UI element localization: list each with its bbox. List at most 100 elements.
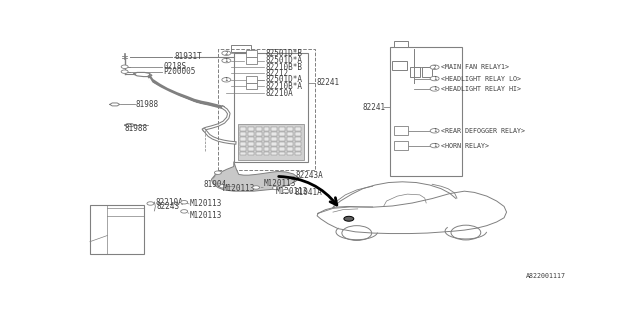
Bar bbox=[295, 152, 301, 156]
Bar bbox=[287, 142, 293, 146]
Bar bbox=[295, 132, 301, 136]
Text: <HEADLIGHT RELAY HI>: <HEADLIGHT RELAY HI> bbox=[440, 86, 520, 92]
Bar bbox=[240, 132, 246, 136]
Bar bbox=[422, 67, 431, 76]
Circle shape bbox=[430, 87, 439, 91]
Bar bbox=[271, 127, 277, 131]
Bar bbox=[295, 147, 301, 150]
Circle shape bbox=[253, 186, 260, 189]
Bar bbox=[264, 142, 269, 146]
Text: 82210A: 82210A bbox=[156, 197, 183, 206]
Bar bbox=[287, 132, 293, 136]
Text: M120113: M120113 bbox=[190, 199, 223, 209]
Bar bbox=[264, 132, 269, 136]
Bar bbox=[248, 132, 253, 136]
Text: M120113: M120113 bbox=[190, 211, 223, 220]
Bar bbox=[394, 126, 408, 135]
Text: 82241: 82241 bbox=[316, 78, 339, 87]
Bar bbox=[295, 142, 301, 146]
Circle shape bbox=[222, 51, 231, 55]
Bar bbox=[240, 152, 246, 156]
Text: 82210B*A: 82210B*A bbox=[265, 82, 302, 91]
Circle shape bbox=[451, 225, 481, 240]
Text: 82241: 82241 bbox=[363, 103, 386, 112]
Bar bbox=[271, 152, 277, 156]
Bar bbox=[255, 142, 262, 146]
Text: <REAR DEFOGGER RELAY>: <REAR DEFOGGER RELAY> bbox=[440, 128, 525, 134]
Text: P200005: P200005 bbox=[163, 67, 196, 76]
Text: <HEADLIGHT RELAY LO>: <HEADLIGHT RELAY LO> bbox=[440, 76, 520, 82]
Text: 2: 2 bbox=[433, 65, 436, 70]
Bar bbox=[264, 137, 269, 141]
Bar bbox=[90, 205, 145, 254]
Bar bbox=[287, 147, 293, 150]
Bar bbox=[240, 142, 246, 146]
Circle shape bbox=[273, 186, 280, 190]
Text: 0218S: 0218S bbox=[163, 62, 186, 71]
Bar bbox=[237, 124, 304, 160]
Text: 82243A: 82243A bbox=[296, 171, 323, 180]
Bar bbox=[410, 67, 420, 76]
Text: 1: 1 bbox=[225, 77, 228, 82]
Circle shape bbox=[282, 189, 289, 193]
Circle shape bbox=[342, 226, 372, 240]
Bar bbox=[394, 141, 408, 150]
Circle shape bbox=[430, 143, 439, 148]
Bar bbox=[255, 137, 262, 141]
Bar bbox=[246, 57, 257, 64]
Circle shape bbox=[180, 201, 188, 204]
Bar bbox=[295, 127, 301, 131]
Bar bbox=[240, 137, 246, 141]
Bar bbox=[271, 142, 277, 146]
Bar bbox=[264, 127, 269, 131]
Text: 1: 1 bbox=[433, 86, 436, 92]
Text: 81988: 81988 bbox=[125, 124, 148, 132]
Bar bbox=[392, 60, 408, 70]
Circle shape bbox=[214, 171, 221, 174]
Circle shape bbox=[180, 210, 188, 213]
Bar bbox=[255, 127, 262, 131]
Text: 1: 1 bbox=[433, 128, 436, 133]
Text: 81041A: 81041A bbox=[294, 188, 322, 197]
Text: 82501D*B: 82501D*B bbox=[265, 49, 302, 58]
Bar bbox=[248, 137, 253, 141]
Bar bbox=[248, 142, 253, 146]
Text: 1: 1 bbox=[433, 76, 436, 81]
Text: M120113: M120113 bbox=[276, 187, 308, 196]
Text: 81988: 81988 bbox=[136, 100, 159, 109]
Circle shape bbox=[430, 76, 439, 81]
Bar bbox=[248, 152, 253, 156]
Bar bbox=[280, 127, 285, 131]
Circle shape bbox=[121, 70, 128, 73]
Bar bbox=[295, 137, 301, 141]
Bar bbox=[255, 152, 262, 156]
Circle shape bbox=[147, 202, 154, 205]
Circle shape bbox=[222, 58, 231, 63]
Bar bbox=[234, 53, 308, 162]
Bar bbox=[248, 147, 253, 150]
Bar bbox=[280, 152, 285, 156]
Bar bbox=[394, 41, 408, 47]
Bar bbox=[231, 44, 251, 52]
Circle shape bbox=[220, 185, 227, 188]
Text: M120113: M120113 bbox=[223, 184, 255, 193]
Bar bbox=[240, 127, 246, 131]
Text: 82501D*A: 82501D*A bbox=[265, 75, 302, 84]
Bar bbox=[248, 127, 253, 131]
Text: M120113: M120113 bbox=[264, 179, 296, 188]
Bar bbox=[271, 137, 277, 141]
Bar bbox=[287, 137, 293, 141]
Bar bbox=[255, 132, 262, 136]
Circle shape bbox=[430, 65, 439, 69]
Bar bbox=[246, 76, 257, 83]
Bar bbox=[280, 147, 285, 150]
Text: A822001117: A822001117 bbox=[526, 273, 566, 279]
Text: 81931T: 81931T bbox=[174, 52, 202, 61]
Text: 82501D*A: 82501D*A bbox=[265, 56, 302, 65]
Bar bbox=[218, 50, 315, 170]
Text: 82210A: 82210A bbox=[265, 89, 292, 98]
Text: 1: 1 bbox=[433, 143, 436, 148]
Text: 81904: 81904 bbox=[203, 180, 226, 189]
Circle shape bbox=[222, 77, 231, 82]
Bar bbox=[240, 147, 246, 150]
